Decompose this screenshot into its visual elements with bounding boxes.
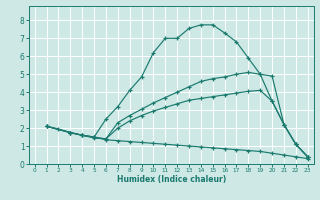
X-axis label: Humidex (Indice chaleur): Humidex (Indice chaleur) (116, 175, 226, 184)
